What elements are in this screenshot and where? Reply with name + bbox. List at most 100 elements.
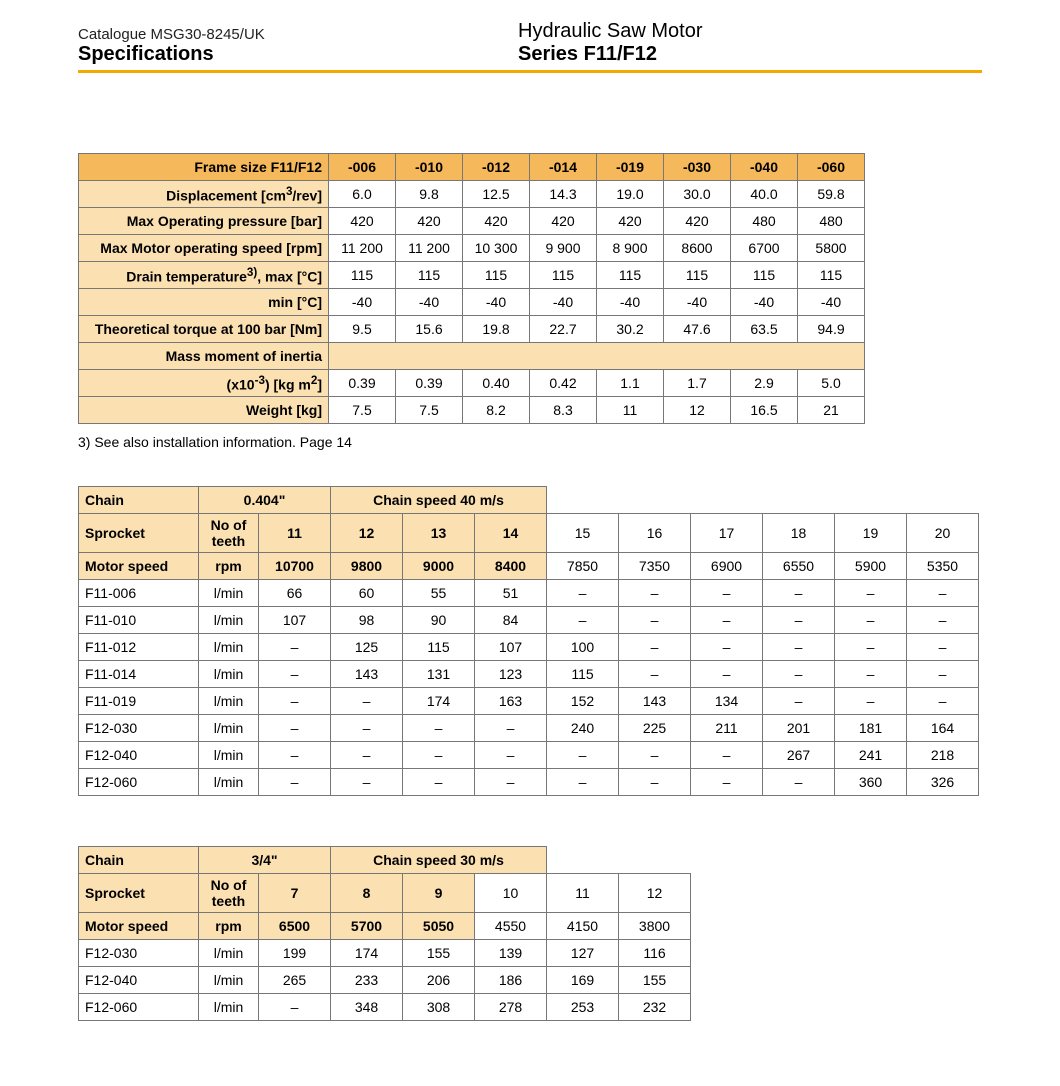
data-cell: 420 xyxy=(396,208,463,235)
data-cell: 240 xyxy=(547,715,619,742)
data-cell: 19.0 xyxy=(597,181,664,208)
row-label: (x10-3) [kg m2] xyxy=(79,370,329,397)
header-right: Hydraulic Saw Motor Series F11/F12 xyxy=(518,20,982,66)
data-cell: 6700 xyxy=(731,235,798,262)
data-cell: – xyxy=(619,607,691,634)
frame-size-header: Frame size F11/F12 xyxy=(79,154,329,181)
data-cell: – xyxy=(763,607,835,634)
motor-speed-unit: rpm xyxy=(199,913,259,940)
sprocket-label: Sprocket xyxy=(79,874,199,913)
data-cell: 115 xyxy=(396,262,463,289)
data-cell: 115 xyxy=(798,262,865,289)
data-cell: 152 xyxy=(547,688,619,715)
motor-speed-cell: 5900 xyxy=(835,553,907,580)
teeth-header: 18 xyxy=(763,514,835,553)
data-cell: 94.9 xyxy=(798,316,865,343)
data-cell: 308 xyxy=(403,994,475,1021)
motor-row-unit: l/min xyxy=(199,769,259,796)
data-cell: – xyxy=(547,607,619,634)
motor-speed-cell: 5350 xyxy=(907,553,979,580)
specifications-title: Specifications xyxy=(78,43,518,66)
data-cell: 8600 xyxy=(664,235,731,262)
data-cell: – xyxy=(331,742,403,769)
data-cell: – xyxy=(331,715,403,742)
data-cell: 155 xyxy=(403,940,475,967)
no-of-teeth-label: No of teeth xyxy=(199,874,259,913)
data-cell: 8 900 xyxy=(597,235,664,262)
data-cell: 116 xyxy=(619,940,691,967)
data-cell: 51 xyxy=(475,580,547,607)
col-header: -030 xyxy=(664,154,731,181)
teeth-header: 19 xyxy=(835,514,907,553)
data-cell: 420 xyxy=(664,208,731,235)
motor-row-name: F11-012 xyxy=(79,634,199,661)
data-cell: 6.0 xyxy=(329,181,396,208)
data-cell: 115 xyxy=(463,262,530,289)
data-cell: 139 xyxy=(475,940,547,967)
data-cell: 5800 xyxy=(798,235,865,262)
data-cell: 155 xyxy=(619,967,691,994)
data-cell: 14.3 xyxy=(530,181,597,208)
data-cell: 2.9 xyxy=(731,370,798,397)
data-cell: – xyxy=(763,580,835,607)
data-cell: – xyxy=(475,715,547,742)
motor-row-name: F12-040 xyxy=(79,742,199,769)
data-cell: – xyxy=(691,742,763,769)
data-cell: – xyxy=(259,634,331,661)
data-cell: 125 xyxy=(331,634,403,661)
motor-row-name: F11-019 xyxy=(79,688,199,715)
data-cell: 7.5 xyxy=(329,397,396,424)
motor-speed-cell: 3800 xyxy=(619,913,691,940)
data-cell: 169 xyxy=(547,967,619,994)
footnote-3: 3) See also installation information. Pa… xyxy=(78,434,982,450)
data-cell: 480 xyxy=(798,208,865,235)
motor-row-unit: l/min xyxy=(199,715,259,742)
data-cell: 265 xyxy=(259,967,331,994)
data-cell: 199 xyxy=(259,940,331,967)
motor-row-name: F12-060 xyxy=(79,769,199,796)
data-cell: 480 xyxy=(731,208,798,235)
data-cell: 0.39 xyxy=(396,370,463,397)
data-cell: 134 xyxy=(691,688,763,715)
motor-speed-cell: 7850 xyxy=(547,553,619,580)
data-cell: 0.40 xyxy=(463,370,530,397)
data-cell: 206 xyxy=(403,967,475,994)
data-cell: – xyxy=(259,715,331,742)
motor-speed-cell: 4150 xyxy=(547,913,619,940)
col-header: -012 xyxy=(463,154,530,181)
chain-pitch: 0.404" xyxy=(199,487,331,514)
col-header: -060 xyxy=(798,154,865,181)
data-cell: 186 xyxy=(475,967,547,994)
data-cell: 15.6 xyxy=(396,316,463,343)
data-cell: -40 xyxy=(798,289,865,316)
data-cell: 115 xyxy=(329,262,396,289)
motor-speed-cell: 5050 xyxy=(403,913,475,940)
data-cell: 253 xyxy=(547,994,619,1021)
data-cell: – xyxy=(763,769,835,796)
data-cell: 360 xyxy=(835,769,907,796)
motor-row-unit: l/min xyxy=(199,580,259,607)
accent-rule xyxy=(78,70,982,73)
data-cell: -40 xyxy=(463,289,530,316)
data-cell: 115 xyxy=(530,262,597,289)
motor-row-unit: l/min xyxy=(199,994,259,1021)
data-cell: – xyxy=(835,661,907,688)
row-label: Weight [kg] xyxy=(79,397,329,424)
motor-speed-cell: 6550 xyxy=(763,553,835,580)
data-cell: 11 200 xyxy=(396,235,463,262)
motor-speed-label: Motor speed xyxy=(79,553,199,580)
data-cell: 12.5 xyxy=(463,181,530,208)
data-cell: – xyxy=(547,742,619,769)
page-header: Catalogue MSG30-8245/UK Specifications H… xyxy=(78,20,982,66)
teeth-header: 7 xyxy=(259,874,331,913)
data-cell: 10 300 xyxy=(463,235,530,262)
teeth-header: 12 xyxy=(331,514,403,553)
motor-row-unit: l/min xyxy=(199,661,259,688)
motor-row-unit: l/min xyxy=(199,607,259,634)
data-cell: – xyxy=(907,688,979,715)
data-cell: 9.8 xyxy=(396,181,463,208)
teeth-header: 13 xyxy=(403,514,475,553)
data-cell: – xyxy=(835,688,907,715)
motor-row-unit: l/min xyxy=(199,940,259,967)
teeth-header: 12 xyxy=(619,874,691,913)
